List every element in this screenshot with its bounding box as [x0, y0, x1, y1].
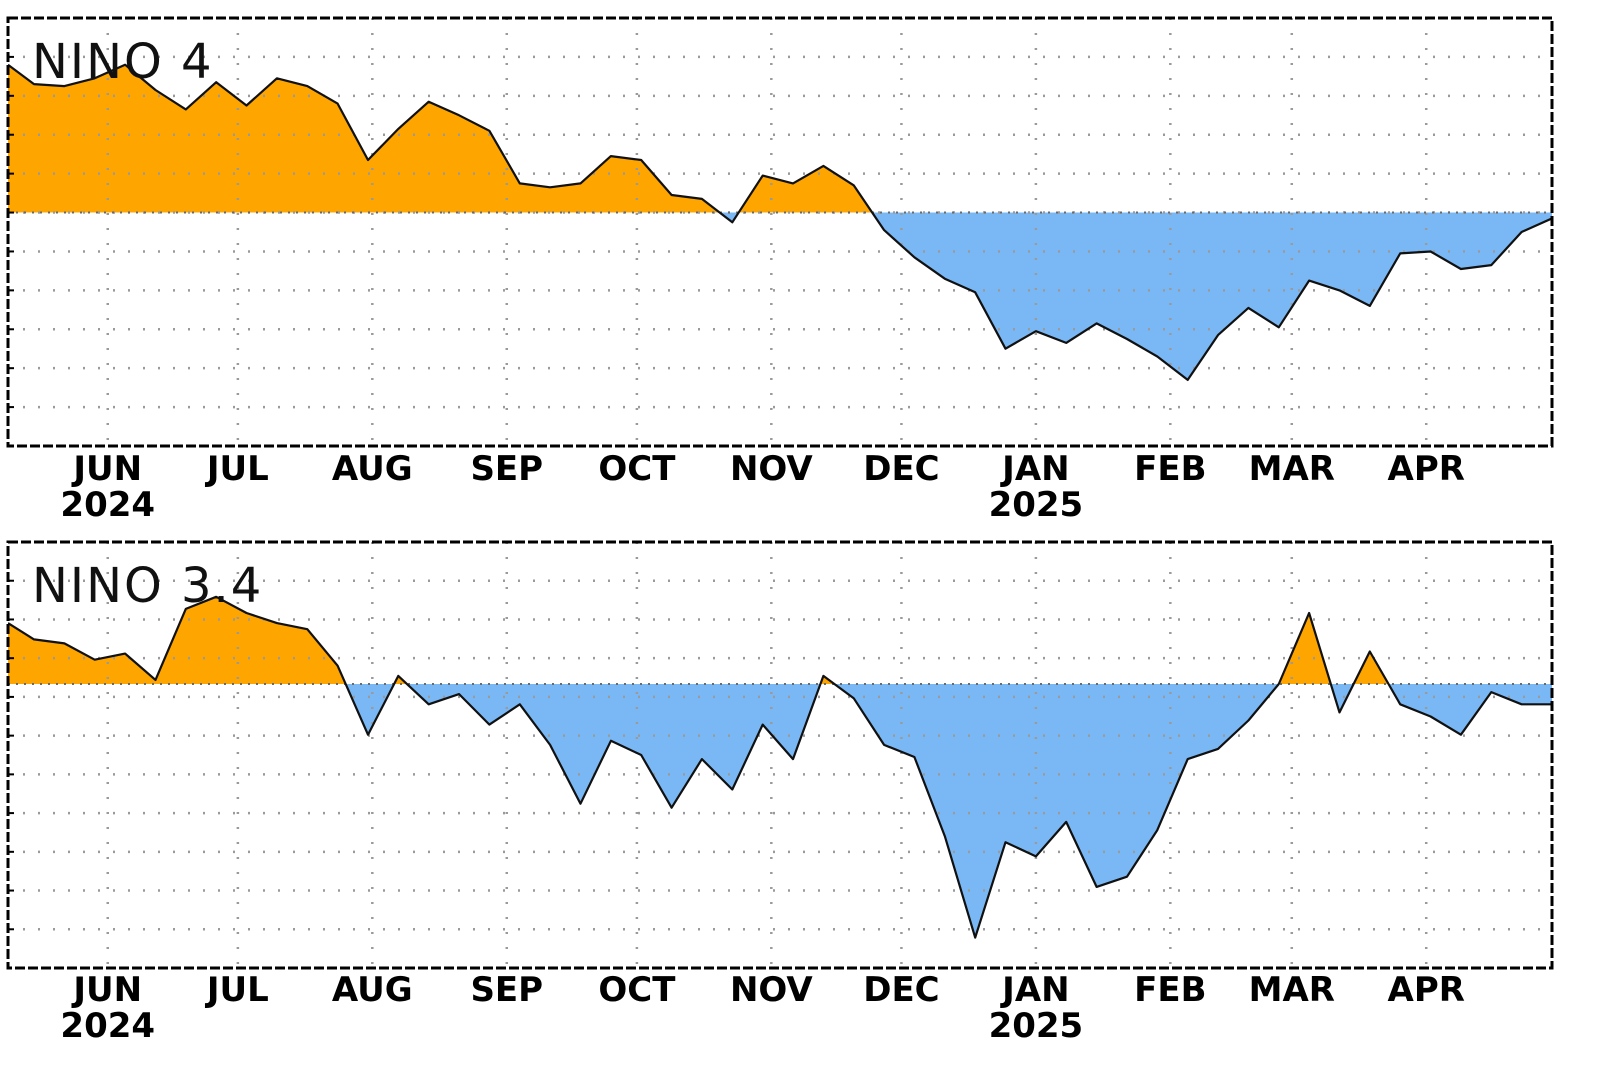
x-tick-label-jun: JUN: [71, 449, 142, 489]
anomaly-series-line: [8, 595, 1552, 939]
plot-area: [8, 18, 1552, 446]
x-tick-label-mar: MAR: [1249, 449, 1335, 489]
cold-anomaly-area: [8, 684, 1552, 938]
x-tick-label-jul: JUL: [205, 970, 269, 1010]
x-tick-label-dec: DEC: [863, 970, 939, 1010]
panel-title: NINO 3.4: [32, 558, 263, 614]
x-tick-label-aug: AUG: [332, 970, 413, 1010]
x-tick-label-sep: SEP: [470, 970, 543, 1010]
x-tick-label-oct: OCT: [598, 970, 676, 1010]
anomaly-series-line: [8, 63, 1552, 381]
panel-nino-4: NINO 4 JUN JUL AUG SEP OCT NOV DEC JAN FEB MAR APR 2…: [6, 16, 1554, 525]
cold-anomaly-area: [719, 212, 1552, 380]
plot-area: [8, 542, 1552, 968]
x-tick-label-mar: MAR: [1249, 970, 1335, 1010]
x-tick-label-nov: NOV: [730, 970, 813, 1010]
x-tick-label-oct: OCT: [598, 449, 676, 489]
x-year-label: 2025: [989, 485, 1084, 525]
x-tick-label-jan: JAN: [1000, 449, 1069, 489]
x-year-label: 2025: [989, 1006, 1084, 1046]
x-tick-label-feb: FEB: [1134, 449, 1206, 489]
x-year-label: 2024: [60, 485, 155, 525]
x-tick-label-dec: DEC: [863, 449, 939, 489]
x-year-label: 2024: [60, 1006, 155, 1046]
x-tick-label-sep: SEP: [470, 449, 543, 489]
warm-anomaly-area: [8, 596, 1552, 684]
x-tick-label-feb: FEB: [1134, 970, 1206, 1010]
panel-frame: [6, 16, 1554, 448]
panel-frame: [6, 540, 1554, 970]
x-tick-label-aug: AUG: [332, 449, 413, 489]
x-tick-label-jul: JUL: [205, 449, 269, 489]
x-tick-label-jun: JUN: [71, 970, 142, 1010]
panel-nino-3-4: NINO 3.4 JUN JUL AUG SEP OCT NOV DEC JAN FEB MAR AP…: [6, 540, 1554, 1046]
warm-anomaly-area: [8, 64, 1552, 213]
x-tick-label-apr: APR: [1388, 449, 1465, 489]
x-tick-label-nov: NOV: [730, 449, 813, 489]
x-tick-label-jan: JAN: [1000, 970, 1069, 1010]
x-tick-label-apr: APR: [1388, 970, 1465, 1010]
panel-title: NINO 4: [32, 34, 214, 90]
